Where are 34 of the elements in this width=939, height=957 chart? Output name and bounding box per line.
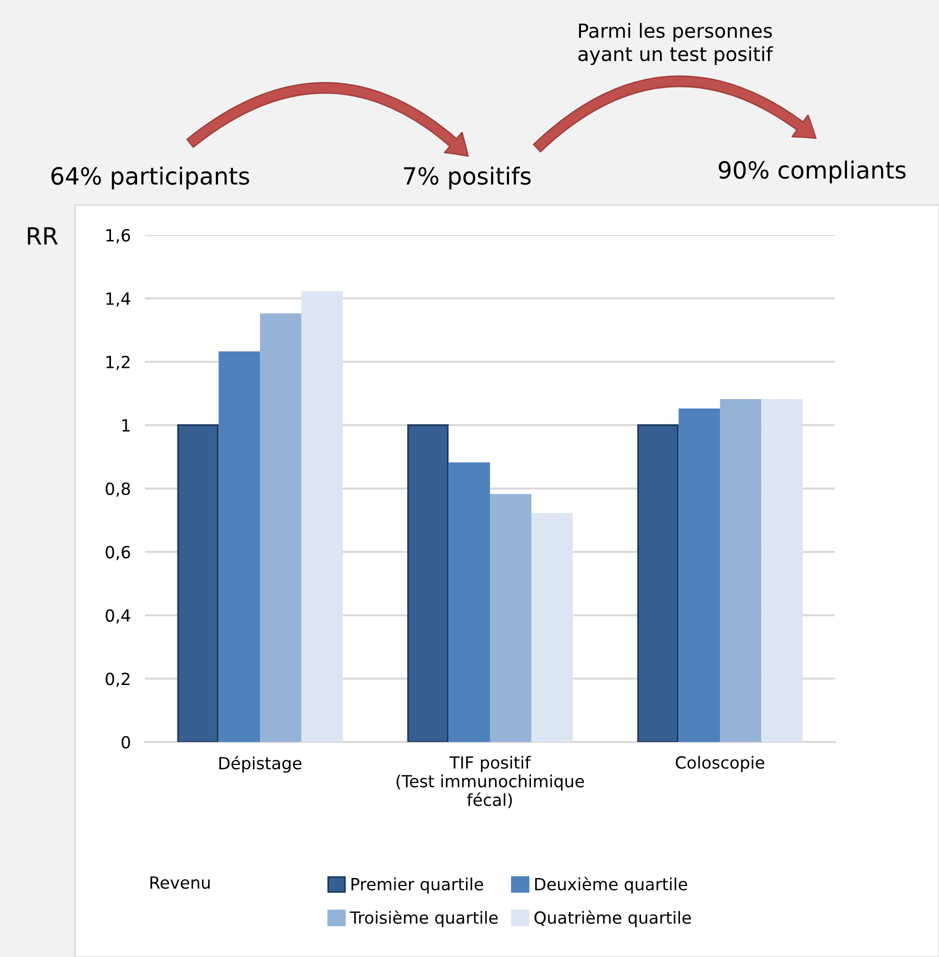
legend-label: Premier quartile <box>352 878 484 894</box>
legend-label: Troisième quartile <box>350 910 498 928</box>
text: 64% participants <box>51 166 250 190</box>
legend-label: Deuxième quartile <box>535 876 688 894</box>
bar <box>177 424 219 742</box>
bar <box>407 424 449 742</box>
text: 90% compliants <box>718 160 906 184</box>
y-tick-label: 0,6 <box>106 546 130 560</box>
y-tick-label: 0,8 <box>106 482 130 497</box>
y-tick-label: 1 <box>122 419 130 432</box>
y-axis-title: RR <box>28 227 58 245</box>
y-tick-label: 0 <box>122 736 130 749</box>
y-tick-label: 1,4 <box>106 292 130 307</box>
legend-label: Quatrième quartile <box>534 910 691 928</box>
bar <box>218 351 260 742</box>
legend-title: Revenu <box>150 876 210 889</box>
bar <box>761 398 803 742</box>
y-tick-label: 0,4 <box>106 609 130 624</box>
x-tick-label: TIF positif (Test immunochimique fécal) <box>396 756 584 808</box>
bar <box>637 424 679 742</box>
y-tick-label: 0,2 <box>106 672 130 687</box>
bar <box>301 291 343 742</box>
bar <box>720 398 762 742</box>
y-tick-label: 1,2 <box>106 356 130 370</box>
x-tick-label: Coloscopie <box>676 756 764 772</box>
bar <box>490 494 532 742</box>
bar <box>531 513 573 742</box>
x-tick-label: Dépistage <box>219 756 302 773</box>
y-tick-label: 1,6 <box>106 228 130 244</box>
text: Parmi les personnes ayant un test positif <box>578 22 774 66</box>
bar <box>678 408 720 742</box>
bar <box>448 462 490 742</box>
bar <box>260 313 302 742</box>
text: 7% positifs <box>404 166 531 190</box>
